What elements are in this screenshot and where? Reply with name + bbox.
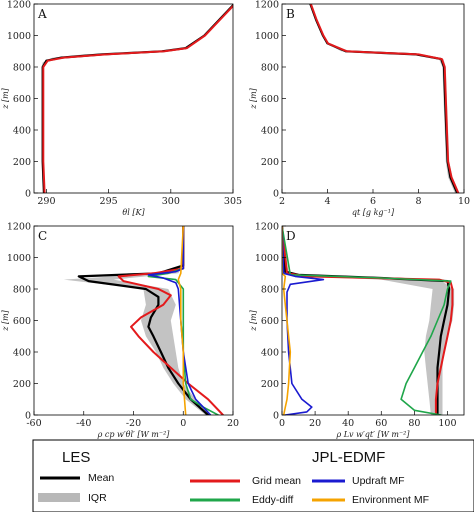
x-tick-label: 0 <box>279 418 285 429</box>
iqr-band <box>63 226 211 415</box>
y-tick-label: 0 <box>273 411 279 422</box>
panel-b: 2 4 6 8 10 0 200 400 600 800 1000 1200 qt [g kg⁻¹] z … <box>249 0 470 217</box>
y-axis-label: z [m] <box>1 87 10 109</box>
x-tick-label: 305 <box>224 196 242 207</box>
y-tick-label: 800 <box>13 63 31 74</box>
y-tick-label: 1200 <box>7 222 31 233</box>
y-axis-label: z [m] <box>1 309 10 331</box>
y-tick-label: 600 <box>261 94 279 105</box>
y-tick-label: 400 <box>13 126 31 137</box>
x-tick-label: 2 <box>279 196 285 207</box>
series-les-mean <box>77 226 210 415</box>
x-tick-label: 295 <box>100 196 118 207</box>
legend-iqr-swatch <box>38 493 80 502</box>
y-tick-label: 600 <box>13 94 31 105</box>
axes-frame <box>33 225 234 416</box>
y-axis-label: z [m] <box>249 87 258 109</box>
y-tick-label: 0 <box>25 411 31 422</box>
legend-updraft-label: Updraft MF <box>352 475 405 487</box>
legend-eddy-diff-label: Eddy-diff <box>252 494 293 506</box>
x-tick-label: 40 <box>342 418 354 429</box>
x-tick-label: 80 <box>408 418 420 429</box>
axes-frame <box>33 3 234 194</box>
series-updraft-mf <box>147 226 212 415</box>
x-tick-label: 20 <box>309 418 321 429</box>
y-tick-label: 1200 <box>255 0 279 11</box>
x-tick-label: 4 <box>324 196 330 207</box>
plot-area <box>41 4 233 193</box>
y-tick-label: 1200 <box>255 222 279 233</box>
x-axis-label: qt [g kg⁻¹] <box>352 208 395 217</box>
legend-grid-mean-label: Grid mean <box>252 475 301 487</box>
y-tick-label: 0 <box>273 189 279 200</box>
series-environment-mf <box>282 226 292 415</box>
iqr-band <box>282 226 455 415</box>
y-tick-label: 800 <box>261 63 279 74</box>
y-tick-label: 200 <box>261 157 279 168</box>
iqr-band <box>309 4 460 193</box>
panel-label: D <box>286 229 296 243</box>
series-grid-mean <box>309 4 460 193</box>
panel-label: B <box>286 7 295 21</box>
y-tick-label: 800 <box>261 285 279 296</box>
legend-les-title: LES <box>62 449 90 466</box>
x-tick-label: 290 <box>37 196 55 207</box>
legend-iqr-label: IQR <box>88 492 107 504</box>
y-tick-label: 1000 <box>255 31 279 42</box>
plot-area <box>63 226 224 415</box>
legend-edmf-title: JPL-EDMF <box>312 449 385 466</box>
series-environment-mf <box>177 226 187 415</box>
series-grid-mean <box>117 226 224 415</box>
legend-mean-label: Mean <box>88 472 114 484</box>
x-tick-label: 6 <box>370 196 376 207</box>
x-tick-label: -20 <box>126 418 141 429</box>
x-axis-label: ρ cp w′θl′ [W m⁻²] <box>97 430 171 439</box>
plot-area <box>282 226 455 415</box>
series-grid-mean <box>42 4 233 193</box>
x-tick-label: 300 <box>162 196 180 207</box>
y-tick-label: 200 <box>13 379 31 390</box>
legend-environment-label: Environment MF <box>352 494 429 506</box>
y-tick-label: 1000 <box>255 253 279 264</box>
y-tick-label: 1000 <box>7 31 31 42</box>
series-les-mean <box>309 4 459 193</box>
y-tick-label: 400 <box>261 348 279 359</box>
y-tick-label: 600 <box>261 316 279 327</box>
series-les-mean <box>282 226 451 415</box>
x-tick-label: 8 <box>415 196 421 207</box>
x-tick-label: 10 <box>458 196 470 207</box>
plot-area <box>309 4 460 193</box>
y-tick-label: 600 <box>13 316 31 327</box>
series-les-mean <box>41 4 233 193</box>
series-grid-mean <box>282 226 454 415</box>
panel-a: 290 295 300 305 0 200 400 600 800 1000 1200 θl [K] z… <box>1 0 242 217</box>
x-tick-label: 100 <box>438 418 456 429</box>
y-tick-label: 400 <box>261 126 279 137</box>
y-tick-label: 1000 <box>7 253 31 264</box>
y-axis-label: z [m] <box>249 309 258 331</box>
y-tick-label: 400 <box>13 348 31 359</box>
x-tick-label: 60 <box>375 418 387 429</box>
x-tick-label: -60 <box>26 418 41 429</box>
x-axis-label: ρ Lv w′qt′ [W m⁻²] <box>335 430 410 439</box>
y-tick-label: 1200 <box>7 0 31 11</box>
y-tick-label: 800 <box>13 285 31 296</box>
panel-label: C <box>38 229 47 243</box>
x-tick-label: -40 <box>76 418 91 429</box>
y-tick-label: 200 <box>261 379 279 390</box>
x-tick-label: 20 <box>227 418 239 429</box>
legend: LES JPL-EDMF Mean IQR Grid mean Eddy-dif… <box>32 439 474 512</box>
panel-label: A <box>37 7 47 21</box>
y-tick-label: 200 <box>13 157 31 168</box>
x-axis-label: θl [K] <box>122 208 145 217</box>
legend-frame <box>32 439 474 512</box>
axes-frame <box>281 3 465 194</box>
series-eddy-diff <box>282 226 452 415</box>
y-tick-label: 0 <box>25 189 31 200</box>
x-tick-label: 0 <box>180 418 186 429</box>
